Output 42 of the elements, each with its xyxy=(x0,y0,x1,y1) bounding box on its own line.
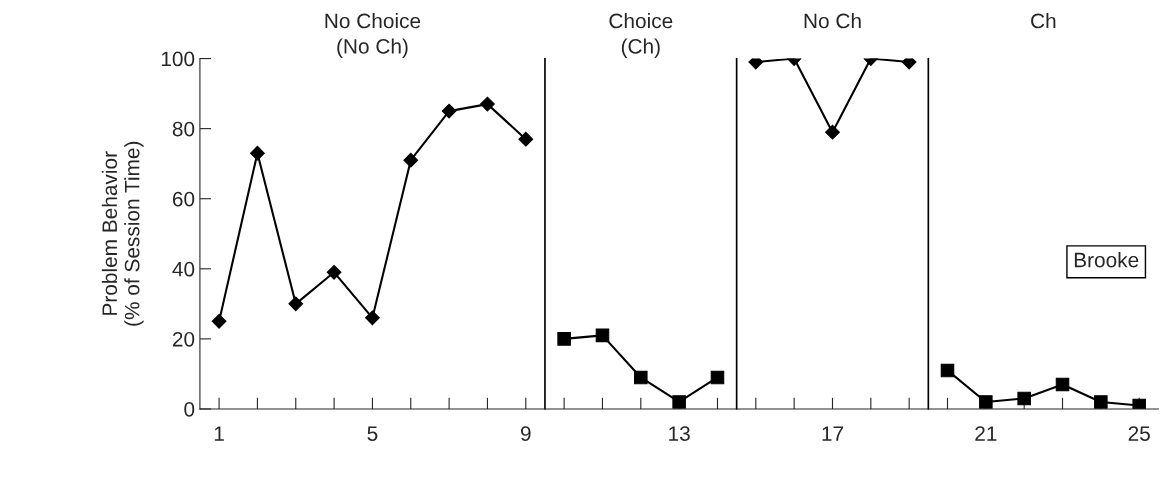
point xyxy=(901,58,917,70)
text: No Choice (No Ch) xyxy=(325,13,421,58)
text: Choice (Ch) xyxy=(609,13,673,58)
point xyxy=(518,131,534,147)
point xyxy=(634,370,648,385)
x-tick-label: 5 xyxy=(367,426,378,441)
x-tick-label: 9 xyxy=(520,426,531,441)
y-tick-label: 80 xyxy=(172,121,195,137)
x-tick-label: 1 xyxy=(214,426,224,441)
point xyxy=(1132,398,1146,409)
y-tick-label: 100 xyxy=(161,51,195,67)
annotation: Brooke xyxy=(1074,252,1139,268)
point xyxy=(1094,395,1108,409)
x-tick-label: 25 xyxy=(1128,426,1150,441)
point xyxy=(211,313,227,329)
point xyxy=(672,395,686,409)
y-tick-label: 40 xyxy=(172,261,195,277)
point xyxy=(480,96,495,112)
point xyxy=(288,296,304,312)
x-tick-label: 21 xyxy=(975,426,997,441)
point xyxy=(825,124,840,140)
point xyxy=(1055,377,1070,392)
point xyxy=(748,58,764,70)
point xyxy=(365,310,380,326)
x-tick-label: 17 xyxy=(822,426,844,441)
point xyxy=(250,145,265,161)
y-axis-title: Problem Behavior (% of Session Time) xyxy=(101,141,144,326)
y-tick-label: 0 xyxy=(184,401,195,417)
point xyxy=(326,264,342,280)
point xyxy=(403,152,419,168)
point xyxy=(979,395,993,409)
point xyxy=(940,363,955,378)
text: Ch xyxy=(1031,13,1056,29)
point xyxy=(595,328,610,343)
x-tick-label: 13 xyxy=(669,426,690,441)
point xyxy=(710,370,725,385)
y-tick-label: 20 xyxy=(172,331,195,347)
point xyxy=(441,103,457,119)
point xyxy=(1017,391,1031,406)
text: No Ch xyxy=(804,13,861,29)
y-tick-label: 60 xyxy=(172,191,195,207)
point xyxy=(557,332,571,346)
